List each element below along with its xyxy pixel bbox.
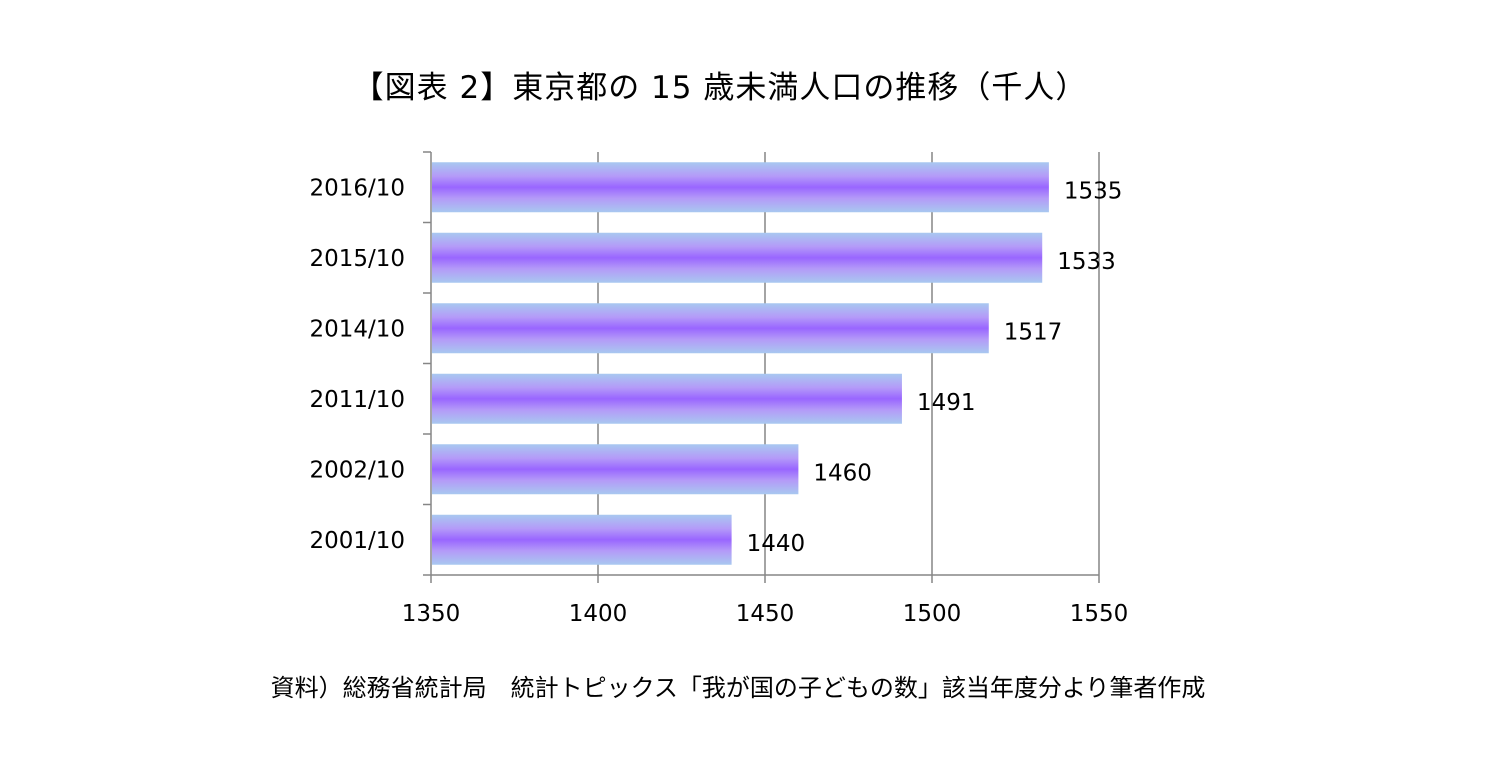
bar: [432, 303, 989, 354]
category-label: 2011/10: [309, 387, 405, 413]
chart-title: 【図表 2】東京都の 15 歳未満人口の推移（千人）: [352, 70, 1088, 106]
data-label: 1460: [813, 460, 872, 486]
bar: [432, 514, 732, 565]
axes: [423, 151, 1100, 583]
x-tick-label: 1400: [569, 601, 628, 627]
x-tick-label: 1550: [1070, 601, 1129, 627]
data-label: 1440: [747, 531, 806, 557]
bar: [432, 373, 902, 424]
x-tick-label: 1500: [903, 601, 962, 627]
data-label: 1517: [1004, 319, 1063, 345]
gridlines: [597, 152, 1100, 575]
category-label: 2002/10: [309, 457, 405, 483]
source-note: 資料）総務省統計局 統計トピックス「我が国の子どもの数」該当年度分より筆者作成: [270, 674, 1206, 702]
category-label: 2015/10: [309, 246, 405, 272]
x-tick-label: 1450: [736, 601, 795, 627]
data-label: 1535: [1064, 178, 1123, 204]
bar: [432, 162, 1049, 213]
category-label: 2001/10: [309, 528, 405, 554]
data-label: 1491: [917, 390, 976, 416]
bar: [432, 444, 799, 495]
category-label: 2016/10: [309, 175, 405, 201]
labels: 1350 1400 1450 1500 1550 2016/10 1535 2015/10 15…: [309, 175, 1128, 627]
category-label: 2014/10: [309, 316, 405, 342]
data-label: 1533: [1057, 249, 1116, 275]
bar: [432, 232, 1043, 283]
x-tick-label: 1350: [402, 601, 461, 627]
bars: [432, 162, 1049, 565]
